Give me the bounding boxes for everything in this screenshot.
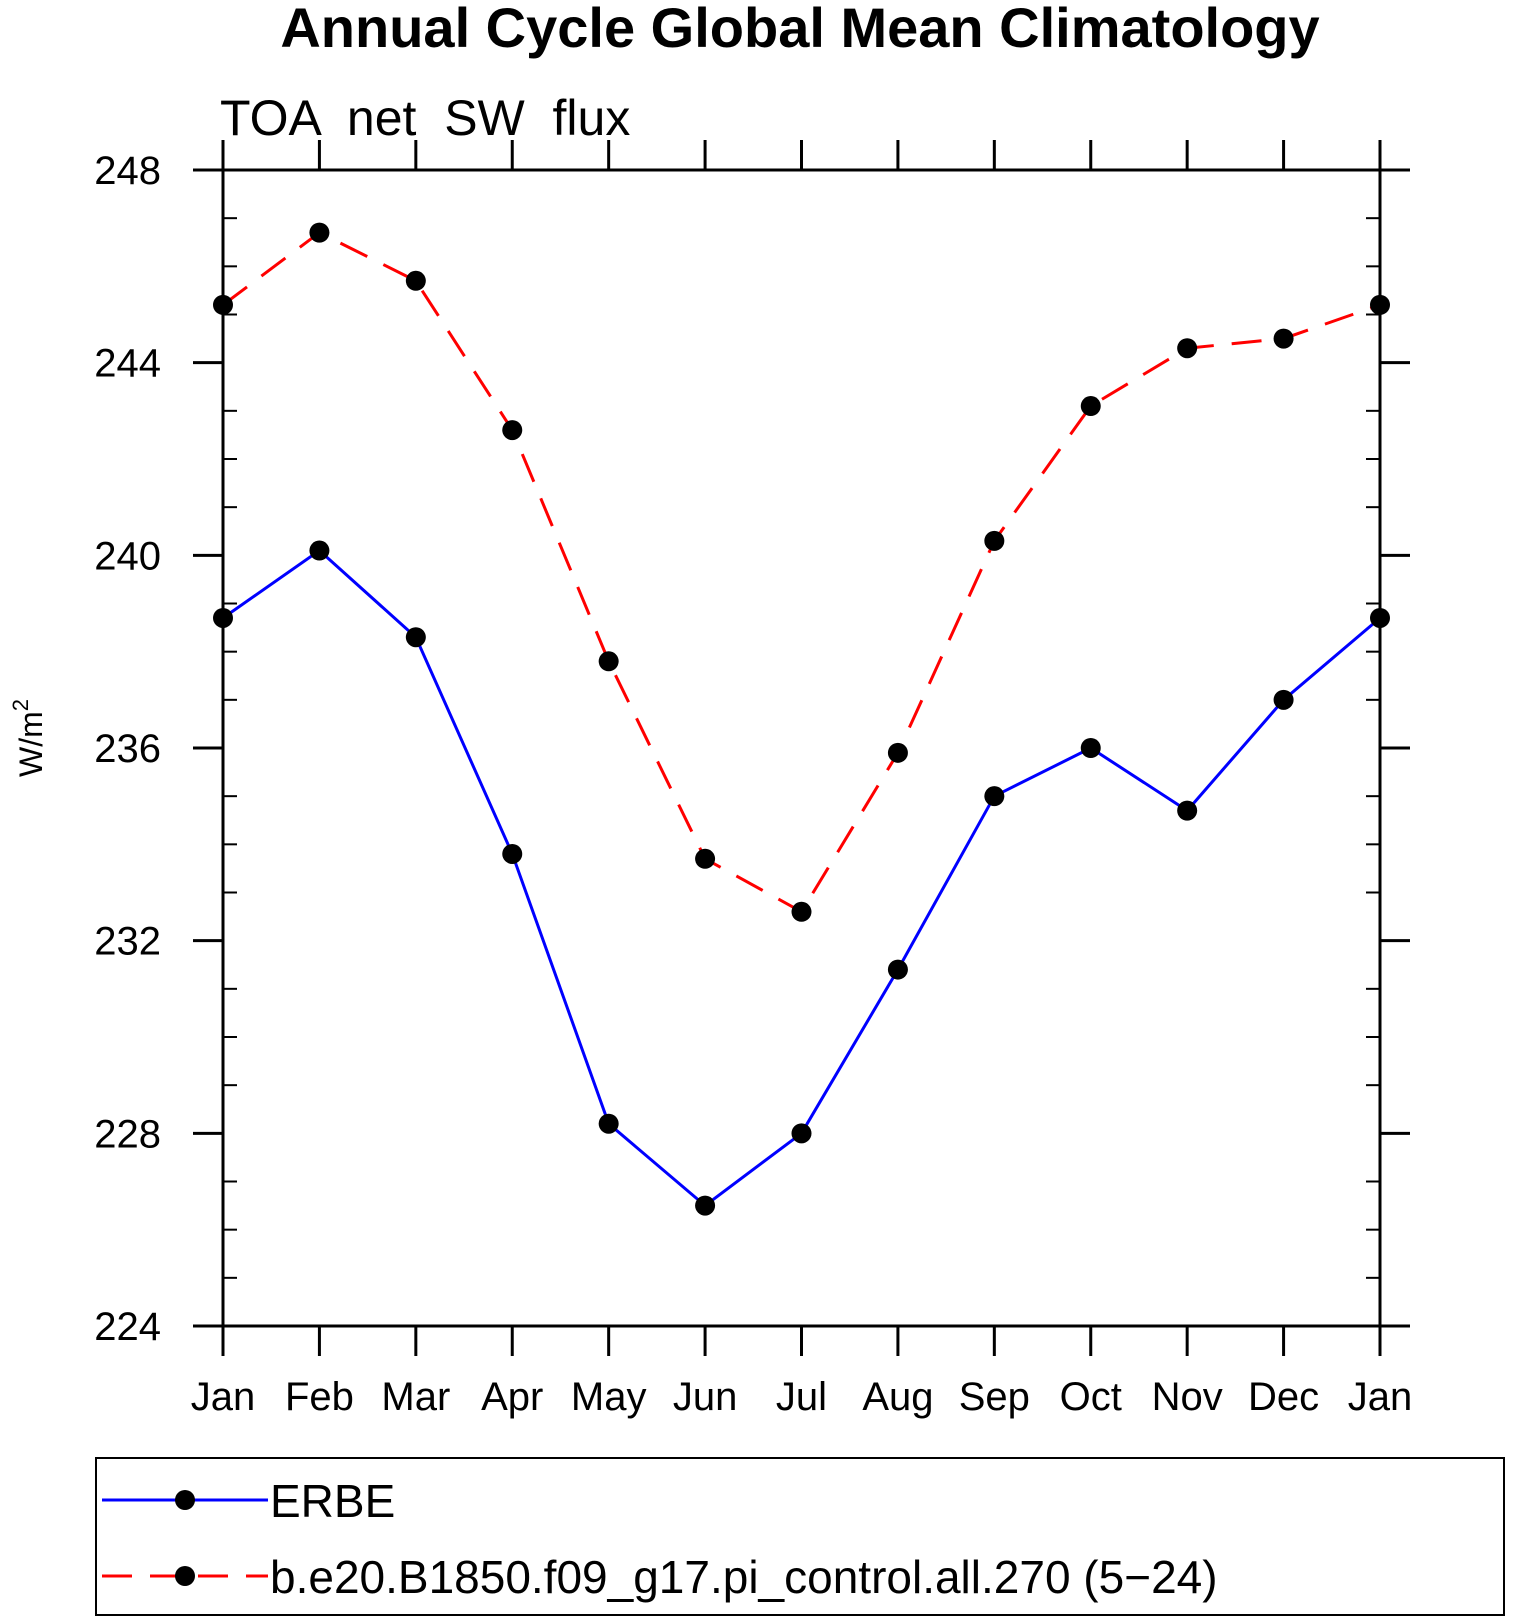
legend-box (95, 1457, 1505, 1616)
y-axis-label: W/m2 (8, 699, 49, 777)
y-axis-label-superscript: 2 (8, 699, 33, 711)
x-tick-label: Dec (1248, 1375, 1319, 1419)
y-tick-label: 244 (94, 342, 161, 386)
plot-frame (221, 168, 1382, 1328)
chart-subtitle: TOA net SW flux (220, 90, 630, 146)
series-1-point (695, 1195, 716, 1216)
series-1-point (598, 1113, 619, 1134)
y-tick-label: 240 (94, 534, 161, 578)
series-1-point (405, 627, 426, 648)
legend-marker-1 (175, 1490, 195, 1510)
x-tick-label: Aug (862, 1375, 933, 1419)
y-axis-label-text: W/m (13, 711, 49, 777)
series-2-point (791, 901, 812, 922)
y-tick-label: 232 (94, 920, 161, 964)
x-tick-label: May (571, 1375, 647, 1419)
series-line-1 (222, 548, 1381, 1208)
x-tick-label: Sep (959, 1375, 1030, 1419)
series-2-point (1273, 328, 1294, 349)
series-1-point (1177, 800, 1198, 821)
x-tick-label: Apr (481, 1375, 543, 1419)
y-tick-label: 228 (94, 1112, 161, 1156)
x-tick-label: Jun (673, 1375, 738, 1419)
series-layer (213, 222, 1390, 1216)
legend-label-2: b.e20.B1850.f09_g17.pi_control.all.270 (… (270, 1551, 1218, 1603)
series-2-point (309, 222, 330, 243)
legend-label-1: ERBE (270, 1475, 395, 1527)
series-1-point (791, 1123, 812, 1144)
legend-marker-2 (175, 1566, 195, 1586)
series-1-point (984, 786, 1005, 807)
x-tick-label: Feb (285, 1375, 354, 1419)
series-2-point (1177, 338, 1198, 359)
series-2-point (695, 848, 716, 869)
axes: 224 228 232 236 240 244 248 Jan Feb Mar Apr May Jun J… (94, 140, 1412, 1419)
y-tick-label: 236 (94, 727, 161, 771)
series-2-point (502, 420, 523, 441)
series-2-point (984, 530, 1005, 551)
x-tick-label: Oct (1060, 1375, 1122, 1419)
y-tick-label: 224 (94, 1305, 161, 1349)
series-1-point (1370, 607, 1390, 628)
series-2-point (213, 294, 233, 315)
series-2-point (887, 742, 908, 763)
series-1-point (887, 959, 908, 980)
x-tick-label: Jan (1348, 1375, 1413, 1419)
series-1-point (1080, 738, 1101, 758)
series-2-point (1080, 396, 1101, 417)
y-tick-label: 248 (94, 149, 161, 193)
series-2-point (405, 270, 426, 291)
series-2-point (1370, 294, 1390, 315)
x-tick-label: Nov (1152, 1375, 1223, 1419)
chart-title: Annual Cycle Global Mean Climatology (280, 0, 1319, 59)
legend: ERBE b.e20.B1850.f09_g17.pi_control.all.2… (102, 1475, 1218, 1603)
series-line-2 (222, 230, 1381, 914)
x-tick-label: Jan (191, 1375, 256, 1419)
x-tick-label: Jul (776, 1375, 827, 1419)
series-1-point (1273, 689, 1294, 710)
series-1-point (309, 540, 330, 561)
series-1-point (213, 607, 233, 628)
series-1-point (502, 843, 523, 864)
series-2-point (598, 651, 619, 672)
x-tick-label: Mar (381, 1375, 450, 1419)
